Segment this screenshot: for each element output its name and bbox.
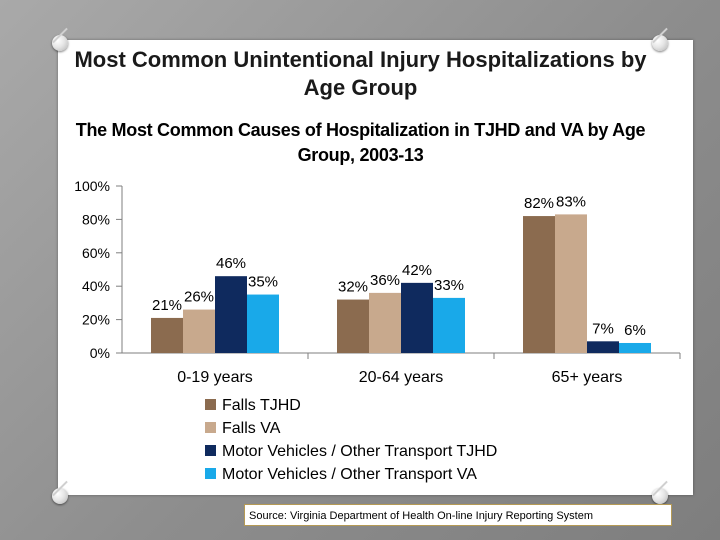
legend-label: Falls VA bbox=[222, 420, 281, 437]
slide-title: Most Common Unintentional Injury Hospita… bbox=[74, 47, 647, 100]
bar bbox=[433, 297, 465, 353]
legend-swatch bbox=[205, 468, 216, 479]
bar bbox=[555, 214, 587, 353]
data-label: 82% bbox=[524, 195, 554, 212]
data-label: 36% bbox=[370, 272, 400, 289]
bar bbox=[619, 342, 651, 353]
x-category-label: 20-64 years bbox=[359, 369, 444, 386]
bar bbox=[183, 309, 215, 353]
bar bbox=[337, 299, 369, 353]
data-label: 26% bbox=[184, 289, 214, 306]
y-tick-label: 60% bbox=[82, 245, 110, 261]
bar bbox=[587, 341, 619, 353]
bar bbox=[401, 282, 433, 353]
bar bbox=[523, 216, 555, 353]
data-label: 32% bbox=[338, 279, 368, 296]
y-tick-label: 40% bbox=[82, 278, 110, 294]
chart-title: The Most Common Causes of Hospitalizatio… bbox=[75, 120, 646, 165]
data-label: 35% bbox=[248, 274, 278, 291]
y-tick-label: 20% bbox=[82, 312, 110, 328]
bar bbox=[247, 294, 279, 353]
bar bbox=[215, 276, 247, 353]
content-panel bbox=[58, 40, 693, 495]
legend-swatch bbox=[205, 445, 216, 456]
data-label: 7% bbox=[592, 320, 614, 337]
x-category-label: 0-19 years bbox=[177, 369, 253, 386]
pin-top-left bbox=[52, 35, 68, 51]
pin-bottom-right bbox=[652, 488, 668, 504]
y-tick-label: 0% bbox=[90, 345, 110, 361]
pin-bottom-left bbox=[52, 488, 68, 504]
source-note: Source: Virginia Department of Health On… bbox=[244, 504, 672, 526]
legend-label: Motor Vehicles / Other Transport VA bbox=[222, 466, 477, 483]
data-label: 83% bbox=[556, 193, 586, 210]
y-tick-label: 80% bbox=[82, 211, 110, 227]
data-label: 21% bbox=[152, 297, 182, 314]
data-label: 6% bbox=[624, 322, 646, 339]
data-label: 42% bbox=[402, 262, 432, 279]
pin-top-right bbox=[652, 35, 668, 51]
data-label: 33% bbox=[434, 277, 464, 294]
data-label: 46% bbox=[216, 255, 246, 272]
legend-swatch bbox=[205, 399, 216, 410]
legend-swatch bbox=[205, 422, 216, 433]
legend-label: Motor Vehicles / Other Transport TJHD bbox=[222, 443, 497, 460]
bar bbox=[369, 292, 401, 353]
x-category-label: 65+ years bbox=[552, 369, 623, 386]
legend-label: Falls TJHD bbox=[222, 397, 301, 414]
y-tick-label: 100% bbox=[74, 178, 110, 194]
bar bbox=[151, 317, 183, 353]
